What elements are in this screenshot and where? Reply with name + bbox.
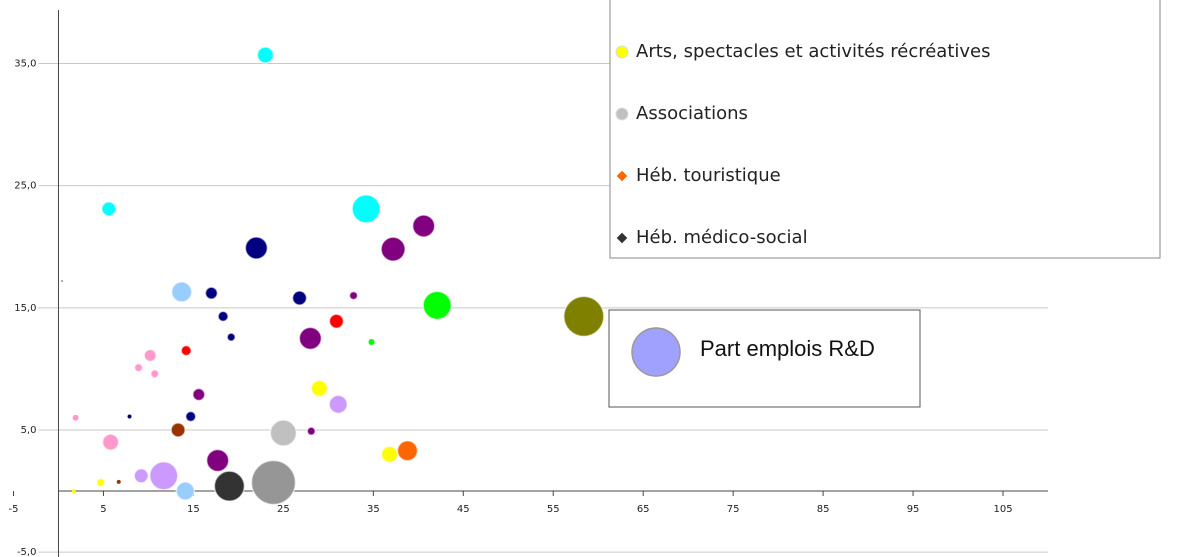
bubble — [226, 332, 236, 342]
legend-marker — [615, 107, 629, 121]
y-tick-label: 15,0 — [14, 303, 36, 314]
bubble — [101, 433, 120, 451]
bubble — [291, 290, 308, 306]
bubble — [96, 477, 106, 488]
bubble — [71, 489, 76, 494]
bubble — [149, 369, 160, 379]
bubble — [170, 422, 186, 438]
bubble — [380, 236, 406, 262]
x-tick-label: 85 — [817, 504, 830, 515]
y-tick-label: -5,0 — [17, 547, 37, 557]
bubble — [422, 290, 452, 321]
bubble — [213, 470, 246, 502]
legend-label: Arts, spectacles et activités récréative… — [636, 41, 991, 62]
y-tick-label: 25,0 — [14, 181, 36, 192]
bubble — [148, 461, 179, 491]
size-legend-marker — [631, 327, 681, 377]
bubble — [175, 481, 196, 501]
bubble — [61, 279, 64, 282]
bubble — [143, 348, 157, 363]
legend-label: Associations — [636, 103, 748, 124]
bubble — [101, 201, 117, 217]
y-tick-label: 35,0 — [14, 59, 36, 70]
x-tick-label: -5 — [9, 504, 19, 515]
bubble — [368, 339, 375, 346]
legend-marker — [615, 231, 629, 245]
bubble — [310, 379, 329, 398]
bubble — [170, 281, 193, 303]
x-tick-label: 95 — [907, 504, 920, 515]
x-tick-label: 5 — [100, 504, 106, 515]
bubble — [72, 414, 79, 421]
x-tick-label: 35 — [367, 504, 380, 515]
bubble — [133, 468, 149, 484]
bubble — [127, 414, 132, 419]
bubble — [298, 326, 323, 351]
bubble — [184, 410, 197, 423]
x-tick-label: 25 — [277, 504, 290, 515]
x-tick-label: 15 — [187, 504, 200, 515]
bubble — [380, 445, 399, 464]
bubble — [244, 236, 269, 260]
bubble — [306, 426, 317, 436]
bubble — [269, 419, 298, 447]
bubble — [250, 459, 297, 506]
bubble — [116, 479, 121, 484]
bubble — [180, 344, 192, 357]
x-tick-label: 45 — [457, 504, 470, 515]
legend-marker — [615, 45, 629, 59]
bubble — [192, 387, 206, 402]
bubble — [204, 286, 219, 300]
bubble — [217, 310, 229, 323]
x-tick-label: 75 — [727, 504, 740, 515]
bubble — [205, 448, 230, 473]
bubble — [348, 290, 359, 301]
bubble — [411, 214, 436, 238]
bubble — [328, 313, 345, 330]
bubble — [563, 295, 605, 338]
x-tick-label: 105 — [993, 504, 1012, 515]
bubble — [328, 394, 348, 415]
bubble — [133, 362, 144, 373]
bubble — [351, 194, 381, 224]
bubble — [396, 439, 419, 462]
x-tick-label: 55 — [547, 504, 560, 515]
bubble — [256, 46, 275, 64]
legend-marker — [615, 169, 629, 183]
legend-label: Héb. touristique — [636, 165, 781, 186]
legend-label: Héb. médico-social — [636, 227, 808, 248]
y-tick-label: 5,0 — [21, 425, 37, 436]
legend-box — [609, 0, 1161, 259]
size-legend-label: Part emplois R&D — [700, 336, 875, 361]
x-tick-label: 65 — [637, 504, 650, 515]
